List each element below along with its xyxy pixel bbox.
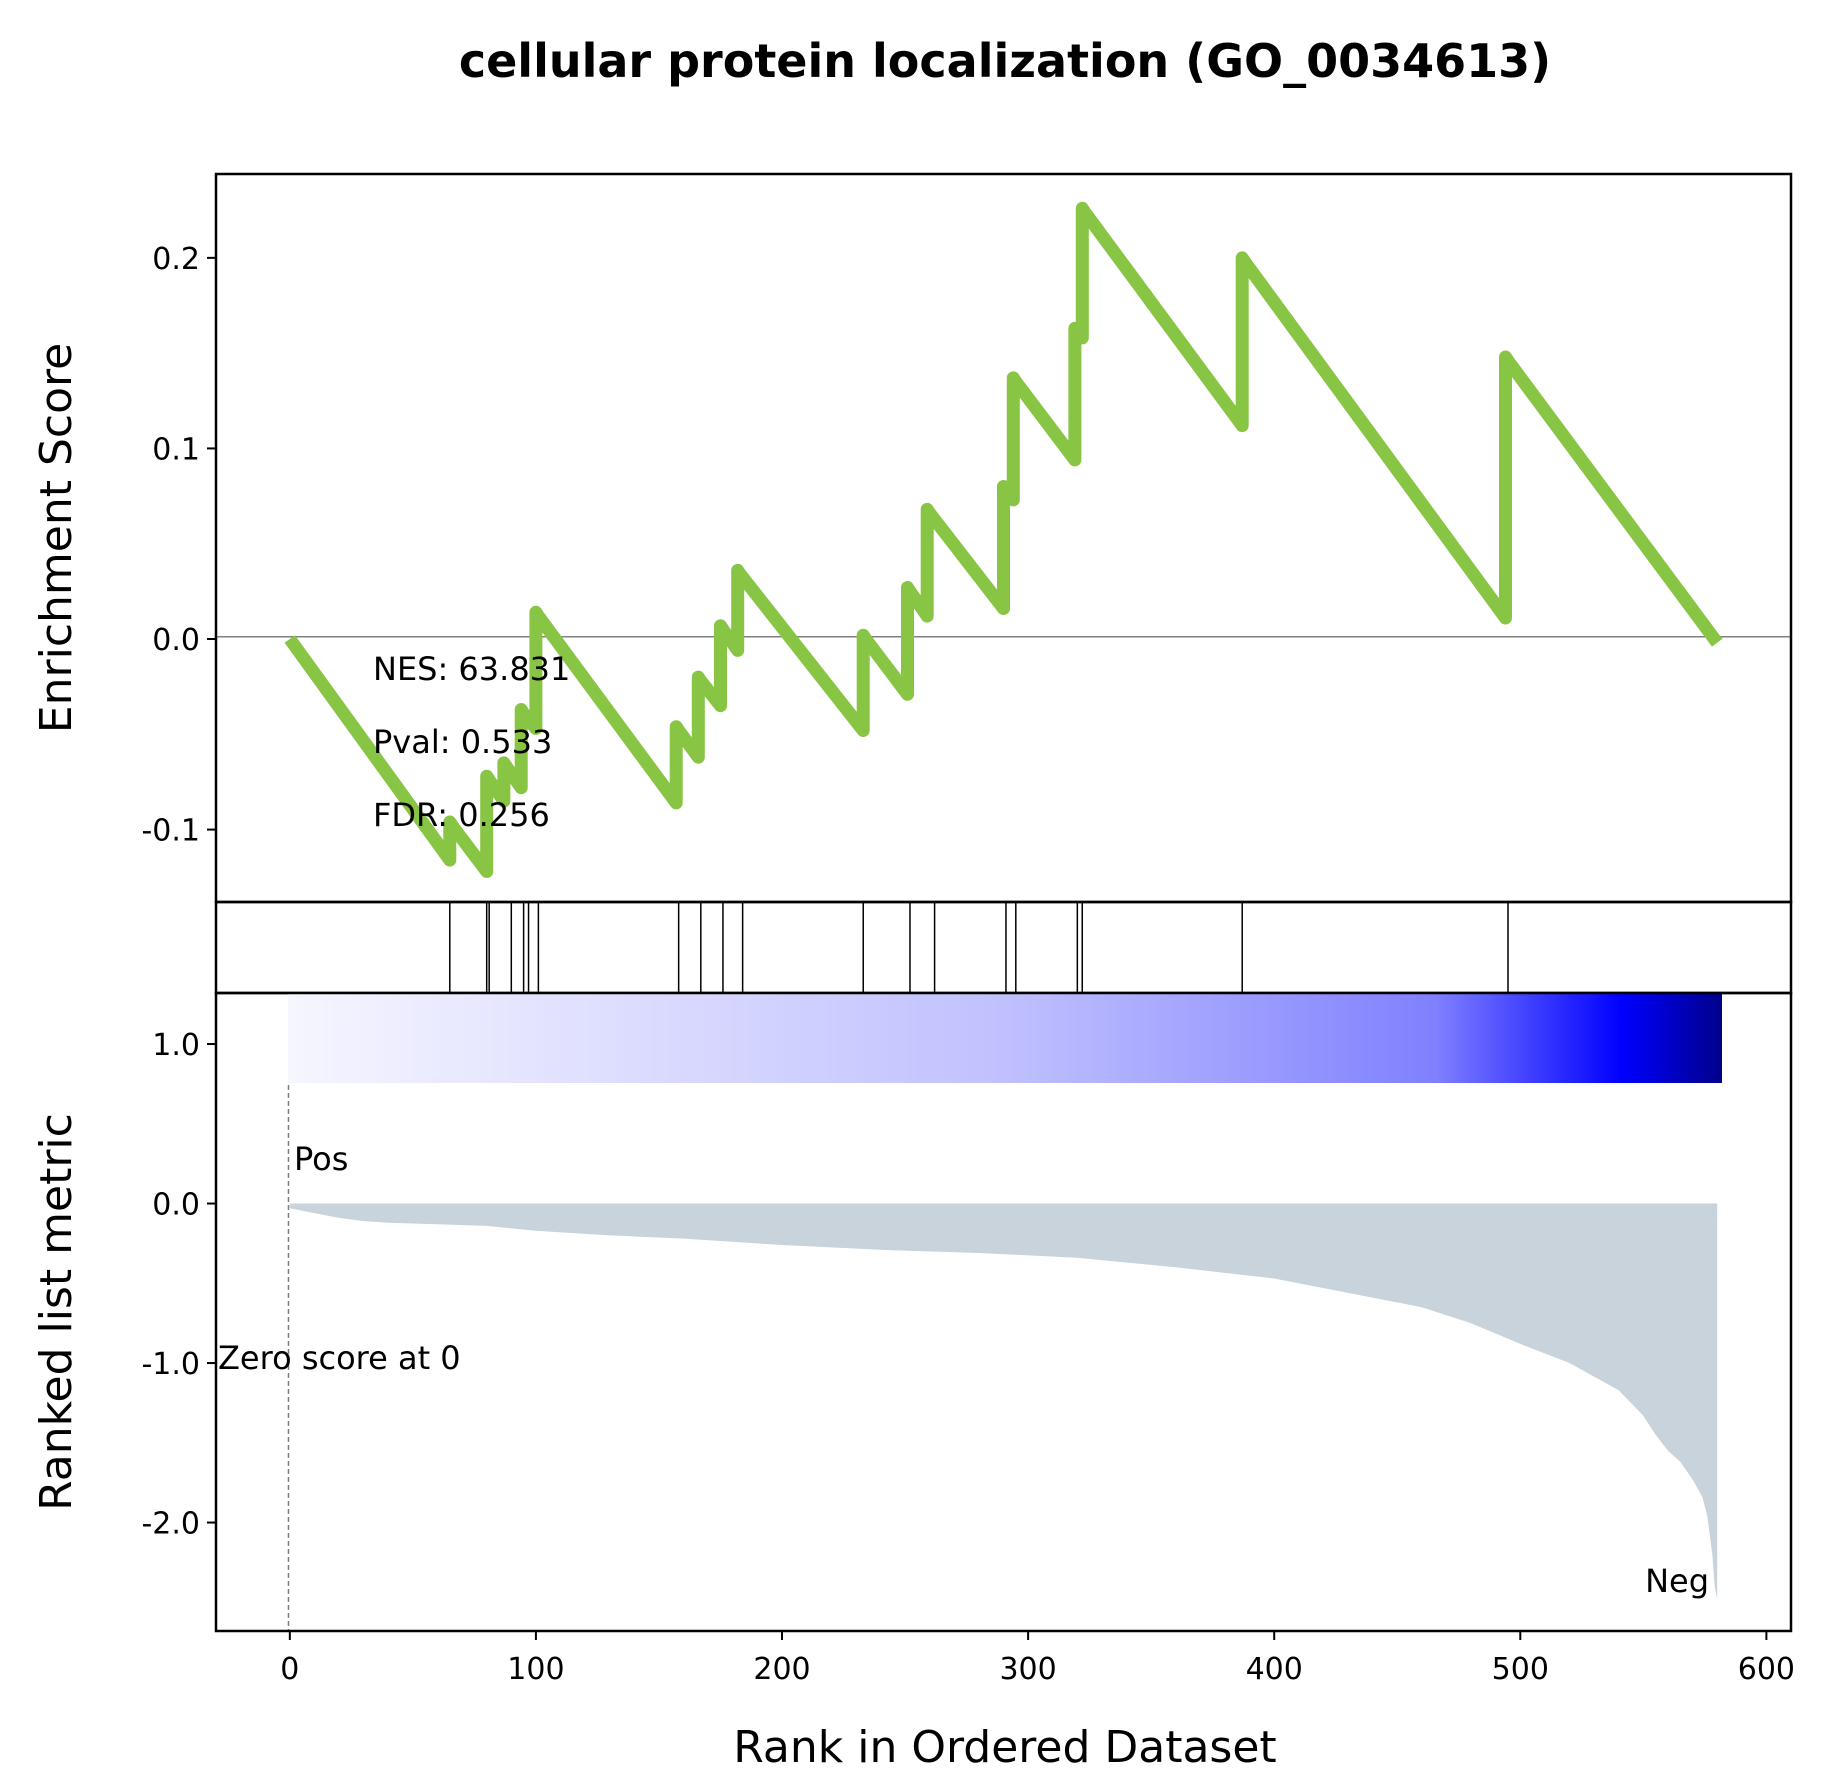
- x-tick-label: 0: [280, 1652, 299, 1687]
- x-tick-label: 500: [1492, 1652, 1549, 1687]
- es-line: [284, 201, 1723, 878]
- hits-panel-frame: [214, 900, 1793, 995]
- es-ytick-label: -0.1: [141, 814, 200, 849]
- rank-ytick-label: 0.0: [152, 1188, 200, 1223]
- x-tick-label: 300: [999, 1652, 1056, 1687]
- rank-ytick-label: 1.0: [152, 1028, 200, 1063]
- neg-label: Neg: [1645, 1562, 1709, 1600]
- rank-ytick-label: -2.0: [141, 1507, 200, 1542]
- es-ytick-label: 0.0: [152, 623, 200, 658]
- es-ytick-label: 0.2: [152, 242, 200, 277]
- rank-colorbar: [288, 993, 1722, 1083]
- x-axis: 0 100 200 300 400 500 600: [280, 1631, 1795, 1687]
- chart-title: cellular protein localization (GO_003461…: [459, 34, 1551, 88]
- rank-panel-frame: [214, 991, 1793, 1633]
- pval-annotation: Pval: 0.533: [373, 723, 552, 761]
- x-axis-label: Rank in Ordered Dataset: [733, 1722, 1276, 1773]
- x-tick-label: 600: [1738, 1652, 1795, 1687]
- zero-score-annotation: Zero score at 0: [218, 1339, 461, 1377]
- hits-panel: [214, 900, 1793, 995]
- es-ytick-label: 0.1: [152, 432, 200, 467]
- fdr-annotation: FDR: 0.256: [373, 796, 550, 834]
- rank-metric-area: [289, 1203, 1718, 1600]
- es-ylabel: Enrichment Score: [31, 343, 82, 733]
- rank-ylabel: Ranked list metric: [31, 1113, 82, 1511]
- es-panel: -0.1 0.0 0.1 0.2 NES: 63.831 Pval: 0.533 FD…: [31, 172, 1793, 904]
- x-tick-label: 100: [507, 1652, 564, 1687]
- x-tick-label: 200: [753, 1652, 810, 1687]
- nes-annotation: NES: 63.831: [373, 650, 570, 688]
- rank-ytick-label: -1.0: [141, 1347, 200, 1382]
- rank-panel: -2.0 -1.0 0.0 1.0 Pos Neg Zero score at 0 R…: [31, 991, 1793, 1633]
- pos-label: Pos: [294, 1140, 348, 1178]
- x-tick-label: 400: [1246, 1652, 1303, 1687]
